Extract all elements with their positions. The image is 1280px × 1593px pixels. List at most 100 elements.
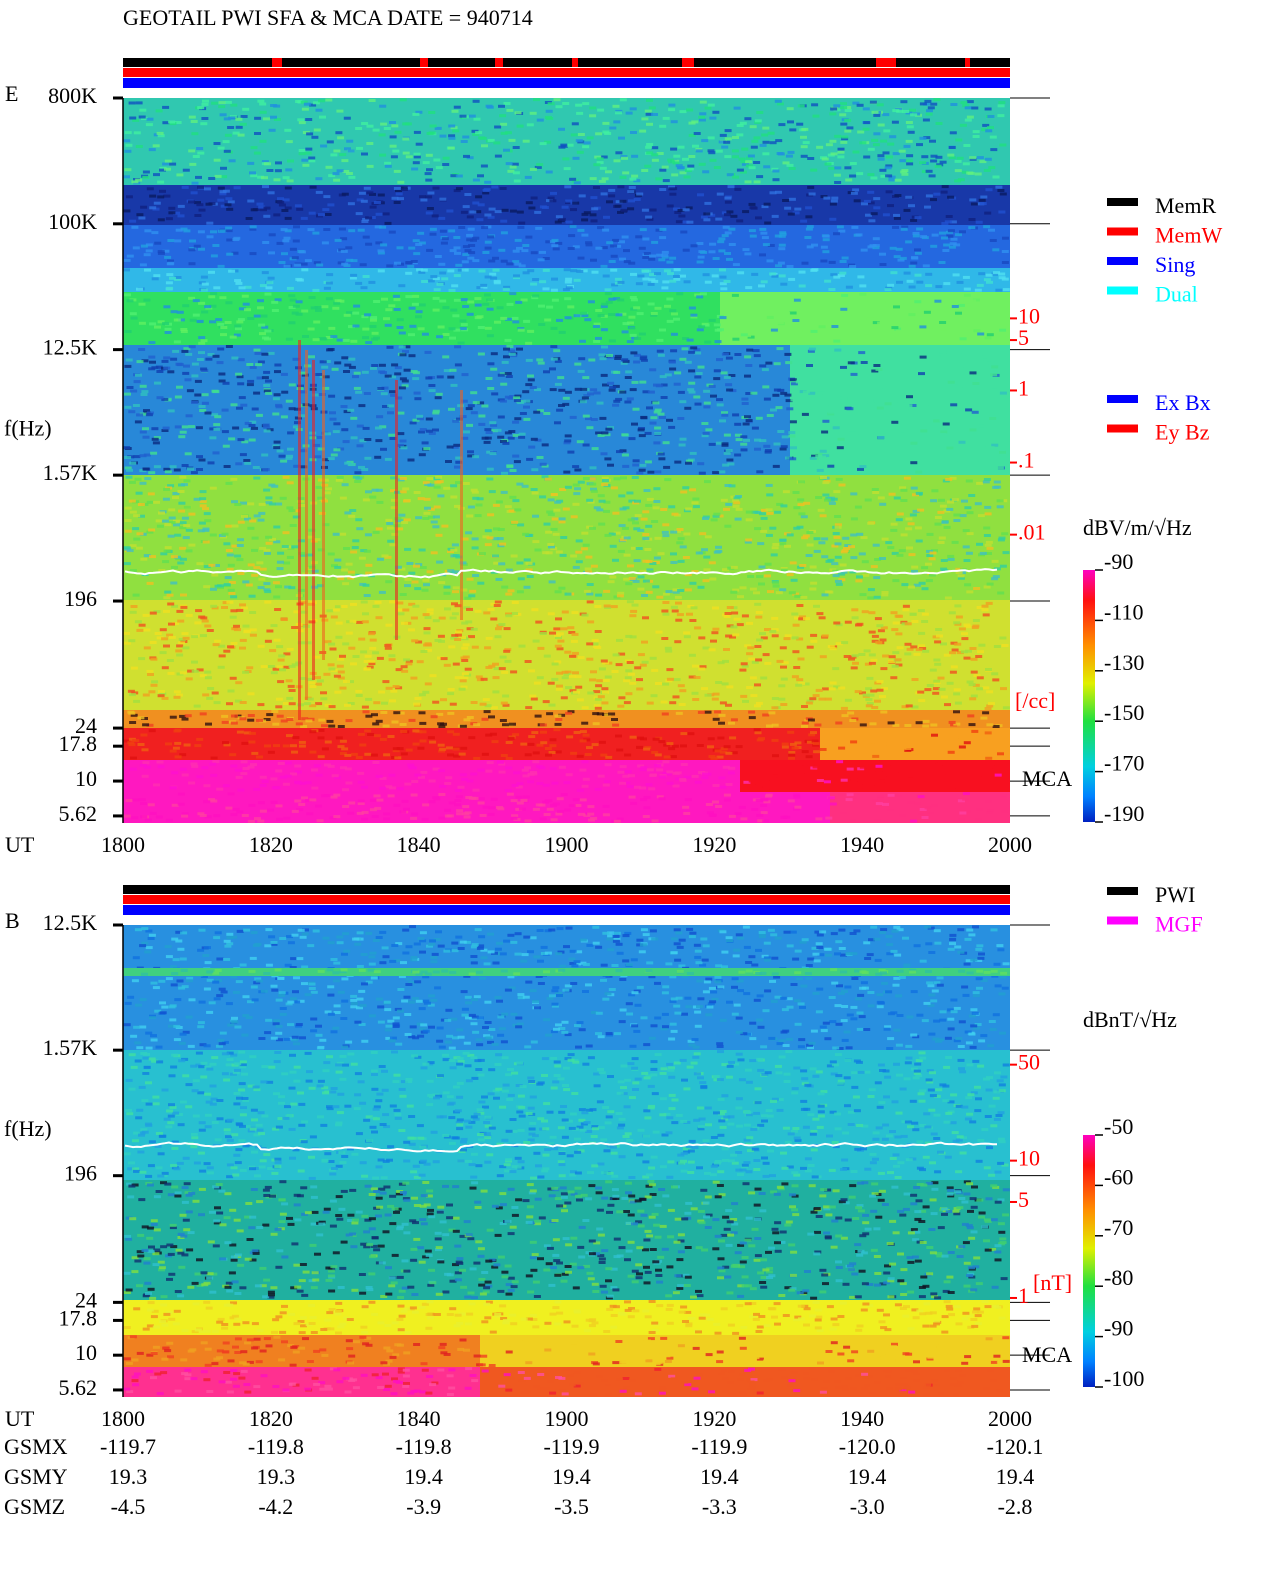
spectrogram-pixel <box>649 562 657 565</box>
spectrogram-pixel <box>345 246 353 250</box>
spectrogram-pixel <box>805 206 813 210</box>
spectrogram-pixel <box>657 353 665 357</box>
spectrogram-pixel <box>228 159 236 163</box>
spectrogram-pixel <box>265 286 273 290</box>
spectrogram-pixel <box>768 304 776 308</box>
spectrogram-pixel <box>423 627 431 631</box>
spectrogram-pixel <box>256 561 264 565</box>
spectrogram-pixel <box>474 210 482 214</box>
spectrogram-pixel <box>333 448 341 452</box>
spectrogram-pixel <box>798 615 806 619</box>
spectrogram-pixel <box>866 317 874 321</box>
spectrogram-pixel <box>277 200 285 204</box>
spectrogram-pixel <box>411 302 419 306</box>
spectrogram-pixel <box>361 468 369 471</box>
spectrogram-pixel <box>312 101 320 105</box>
spectrogram-pixel <box>462 205 470 209</box>
spectrogram-pixel <box>634 666 642 670</box>
spectrogram-pixel <box>173 211 181 215</box>
spectrogram-pixel <box>508 352 516 356</box>
spectrogram-pixel <box>448 229 456 233</box>
spectrogram-pixel <box>979 551 987 555</box>
spectrogram-pixel <box>711 274 719 278</box>
spectrogram-pixel <box>369 646 377 650</box>
spectrogram-pixel <box>835 623 843 627</box>
spectrogram-pixel <box>631 422 638 426</box>
spectrogram-pixel <box>293 225 300 229</box>
spectrogram-pixel <box>861 560 869 564</box>
spectrogram-pixel <box>356 527 364 531</box>
spectrogram-pixel <box>374 455 382 459</box>
spectrogram-pixel <box>157 251 165 255</box>
spectrogram-pixel <box>976 156 984 160</box>
spectrogram-pixel <box>848 657 855 661</box>
spectrogram-pixel <box>472 259 480 263</box>
spectrogram-pixel <box>893 255 901 259</box>
spectrogram-pixel <box>802 443 810 447</box>
spectrogram-pixel <box>453 274 461 278</box>
spectrogram-pixel <box>930 154 938 158</box>
spectrogram-pixel <box>903 208 911 212</box>
spectrogram-pixel <box>554 660 562 664</box>
spectrogram-pixel <box>694 626 702 630</box>
spectrogram-pixel <box>176 644 184 648</box>
spectrogram-pixel <box>200 634 207 638</box>
spectrogram-pixel <box>250 174 258 178</box>
spectrogram-pixel <box>966 340 973 344</box>
spectrogram-pixel <box>712 692 720 696</box>
spectrogram-pixel <box>754 438 761 442</box>
spectrogram-pixel <box>400 446 408 450</box>
spectrogram-pixel <box>791 612 799 616</box>
spectrogram-pixel <box>906 546 913 550</box>
spectrogram-pixel <box>210 587 217 591</box>
spectrogram-pixel <box>901 432 908 436</box>
spectrogram-pixel <box>788 197 796 201</box>
spectrogram-pixel <box>935 155 943 159</box>
spectrogram-pixel <box>272 397 280 401</box>
spectrogram-pixel <box>940 190 948 194</box>
spectrogram-pixel <box>223 117 231 121</box>
spectrogram-pixel <box>544 140 552 144</box>
spectrogram-pixel <box>833 339 841 343</box>
spectrogram-pixel <box>178 641 186 645</box>
spectrogram-pixel <box>273 118 281 121</box>
spectrogram-pixel <box>274 608 282 611</box>
spectrogram-pixel <box>676 528 684 531</box>
spectrogram-pixel <box>636 471 644 475</box>
spectrogram-pixel <box>501 670 509 674</box>
spectrogram-pixel <box>629 635 637 639</box>
spectrogram-pixel <box>759 143 767 147</box>
spectrogram-pixel <box>558 330 566 334</box>
spectrogram-pixel <box>358 556 366 560</box>
spectrogram-pixel <box>173 695 181 699</box>
spectrogram-pixel <box>219 192 227 196</box>
spectrogram-pixel <box>539 462 547 466</box>
spectrogram-pixel <box>677 559 685 563</box>
spectrogram-pixel <box>984 211 992 215</box>
spectrogram-pixel <box>201 619 209 623</box>
spectrogram-pixel <box>176 653 184 657</box>
spectrogram-pixel <box>616 450 623 454</box>
spectrogram-pixel <box>969 310 977 314</box>
spectrogram-pixel <box>972 135 980 138</box>
spectrogram-pixel <box>340 405 348 408</box>
spectrogram-pixel <box>505 592 513 596</box>
spectrogram-pixel <box>902 406 910 410</box>
spectrogram-pixel <box>366 124 374 128</box>
spectrogram-pixel <box>591 207 599 211</box>
spectrogram-pixel <box>210 604 218 608</box>
spectrogram-pixel <box>753 354 761 358</box>
spectrogram-pixel <box>618 494 626 498</box>
spectrogram-pixel <box>286 647 294 651</box>
spectrogram-pixel <box>926 549 933 553</box>
spectrogram-pixel <box>632 407 640 411</box>
spectrogram-pixel <box>251 536 259 540</box>
spectrogram-pixel <box>485 431 493 434</box>
spectrogram-pixel <box>345 631 353 635</box>
spectrogram-pixel <box>339 496 347 500</box>
spectrogram-pixel <box>440 241 448 245</box>
spectrogram-pixel <box>571 122 579 126</box>
spectrogram-pixel <box>304 259 312 263</box>
spectrogram-pixel <box>788 431 796 435</box>
spectrogram-pixel <box>226 553 234 557</box>
